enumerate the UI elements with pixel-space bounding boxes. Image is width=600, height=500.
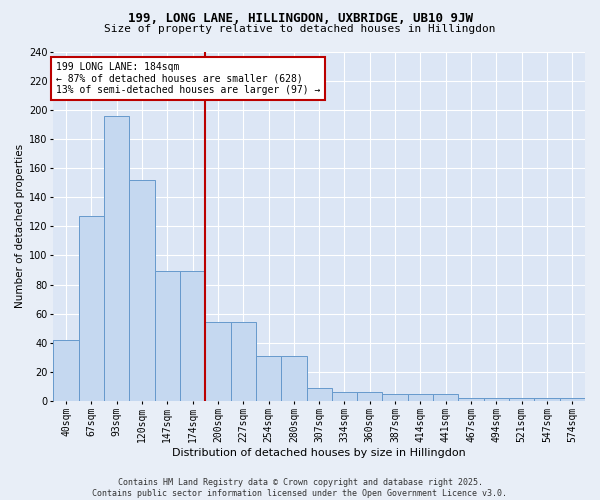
Bar [332, 392, 357, 401]
Y-axis label: Number of detached properties: Number of detached properties [15, 144, 25, 308]
Bar [535, 398, 560, 401]
Bar [205, 322, 230, 401]
Bar [256, 356, 281, 401]
Bar [230, 322, 256, 401]
Text: Size of property relative to detached houses in Hillingdon: Size of property relative to detached ho… [104, 24, 496, 34]
Bar [382, 394, 408, 401]
Text: 199 LONG LANE: 184sqm
← 87% of detached houses are smaller (628)
13% of semi-det: 199 LONG LANE: 184sqm ← 87% of detached … [56, 62, 320, 95]
Bar [180, 272, 205, 401]
X-axis label: Distribution of detached houses by size in Hillingdon: Distribution of detached houses by size … [172, 448, 466, 458]
Bar [458, 398, 484, 401]
Bar [560, 398, 585, 401]
Bar [509, 398, 535, 401]
Text: Contains HM Land Registry data © Crown copyright and database right 2025.
Contai: Contains HM Land Registry data © Crown c… [92, 478, 508, 498]
Bar [53, 340, 79, 401]
Bar [484, 398, 509, 401]
Bar [104, 116, 129, 401]
Text: 199, LONG LANE, HILLINGDON, UXBRIDGE, UB10 9JW: 199, LONG LANE, HILLINGDON, UXBRIDGE, UB… [128, 12, 473, 26]
Bar [357, 392, 382, 401]
Bar [155, 272, 180, 401]
Bar [307, 388, 332, 401]
Bar [79, 216, 104, 401]
Bar [281, 356, 307, 401]
Bar [408, 394, 433, 401]
Bar [129, 180, 155, 401]
Bar [433, 394, 458, 401]
